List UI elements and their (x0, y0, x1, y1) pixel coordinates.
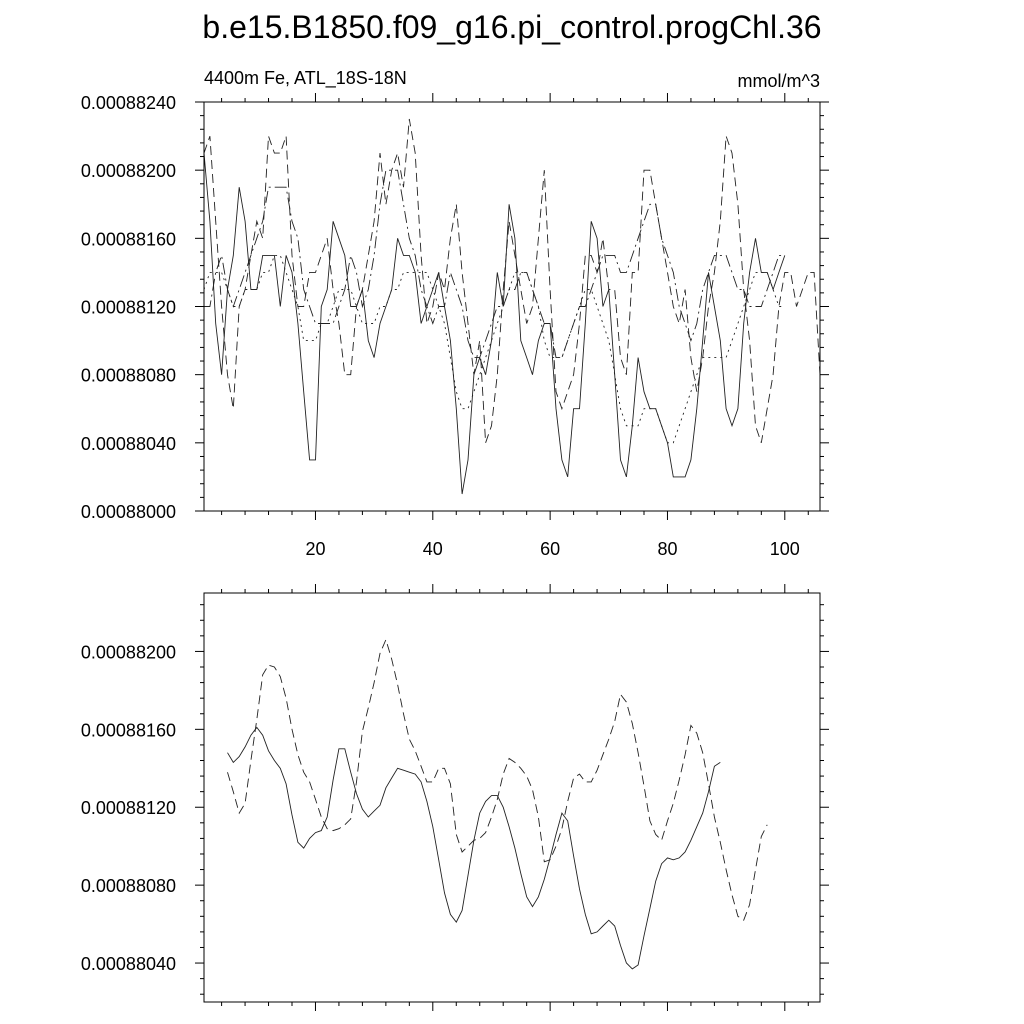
top-series-dash-dot-line (204, 169, 785, 359)
top-y-tick-label: 0.00088240 (81, 93, 176, 113)
top-y-tick-label: 0.00088200 (81, 161, 176, 181)
bottom-panel-axis-ticks (195, 584, 829, 1011)
top-panel-axis-ticks (195, 93, 829, 520)
top-y-tick-label: 0.00088120 (81, 298, 176, 318)
bottom-panel-frame (203, 592, 821, 1003)
top-x-tick-label: 80 (657, 539, 677, 559)
top-y-tick-label: 0.00088040 (81, 434, 176, 454)
top-y-tick-label: 0.00088000 (81, 502, 176, 522)
chart-title: b.e15.B1850.f09_g16.pi_control.progChl.3… (202, 9, 821, 45)
top-panel-frame (203, 101, 821, 512)
top-panel-tick-labels: 20 40 60 80 100 0.00088000 0.00088040 0.0008808… (81, 93, 800, 559)
top-x-tick-label: 60 (540, 539, 560, 559)
bottom-y-tick-label: 0.00088120 (81, 798, 176, 818)
top-panel-subtitle-left: 4400m Fe, ATL_18S-18N (204, 68, 407, 89)
top-panel: 4400m Fe, ATL_18S-18N mmol/m^3 20 40 60 80 1… (81, 68, 829, 559)
bottom-panel: 0.00088040 0.00088080 0.00088120 0.00088160… (81, 584, 829, 1011)
bottom-series-dashed-line (227, 638, 768, 921)
top-x-tick-label: 20 (305, 539, 325, 559)
top-panel-series (203, 118, 821, 495)
bottom-y-tick-label: 0.00088160 (81, 720, 176, 740)
top-y-tick-label: 0.00088080 (81, 366, 176, 386)
top-x-tick-label: 100 (770, 539, 800, 559)
bottom-y-tick-label: 0.00088080 (81, 876, 176, 896)
bottom-y-tick-label: 0.00088200 (81, 642, 176, 662)
top-x-tick-label: 40 (423, 539, 443, 559)
bottom-series-solid-line (227, 726, 721, 970)
bottom-panel-tick-labels: 0.00088040 0.00088080 0.00088120 0.00088160… (81, 642, 176, 974)
top-series-dashed-line (203, 118, 821, 443)
bottom-panel-series (227, 638, 768, 970)
top-y-tick-label: 0.00088160 (81, 229, 176, 249)
top-panel-subtitle-right: mmol/m^3 (738, 71, 820, 91)
top-series-dotted-line (203, 254, 785, 444)
top-series-solid-line (203, 153, 786, 495)
bottom-y-tick-label: 0.00088040 (81, 954, 176, 974)
